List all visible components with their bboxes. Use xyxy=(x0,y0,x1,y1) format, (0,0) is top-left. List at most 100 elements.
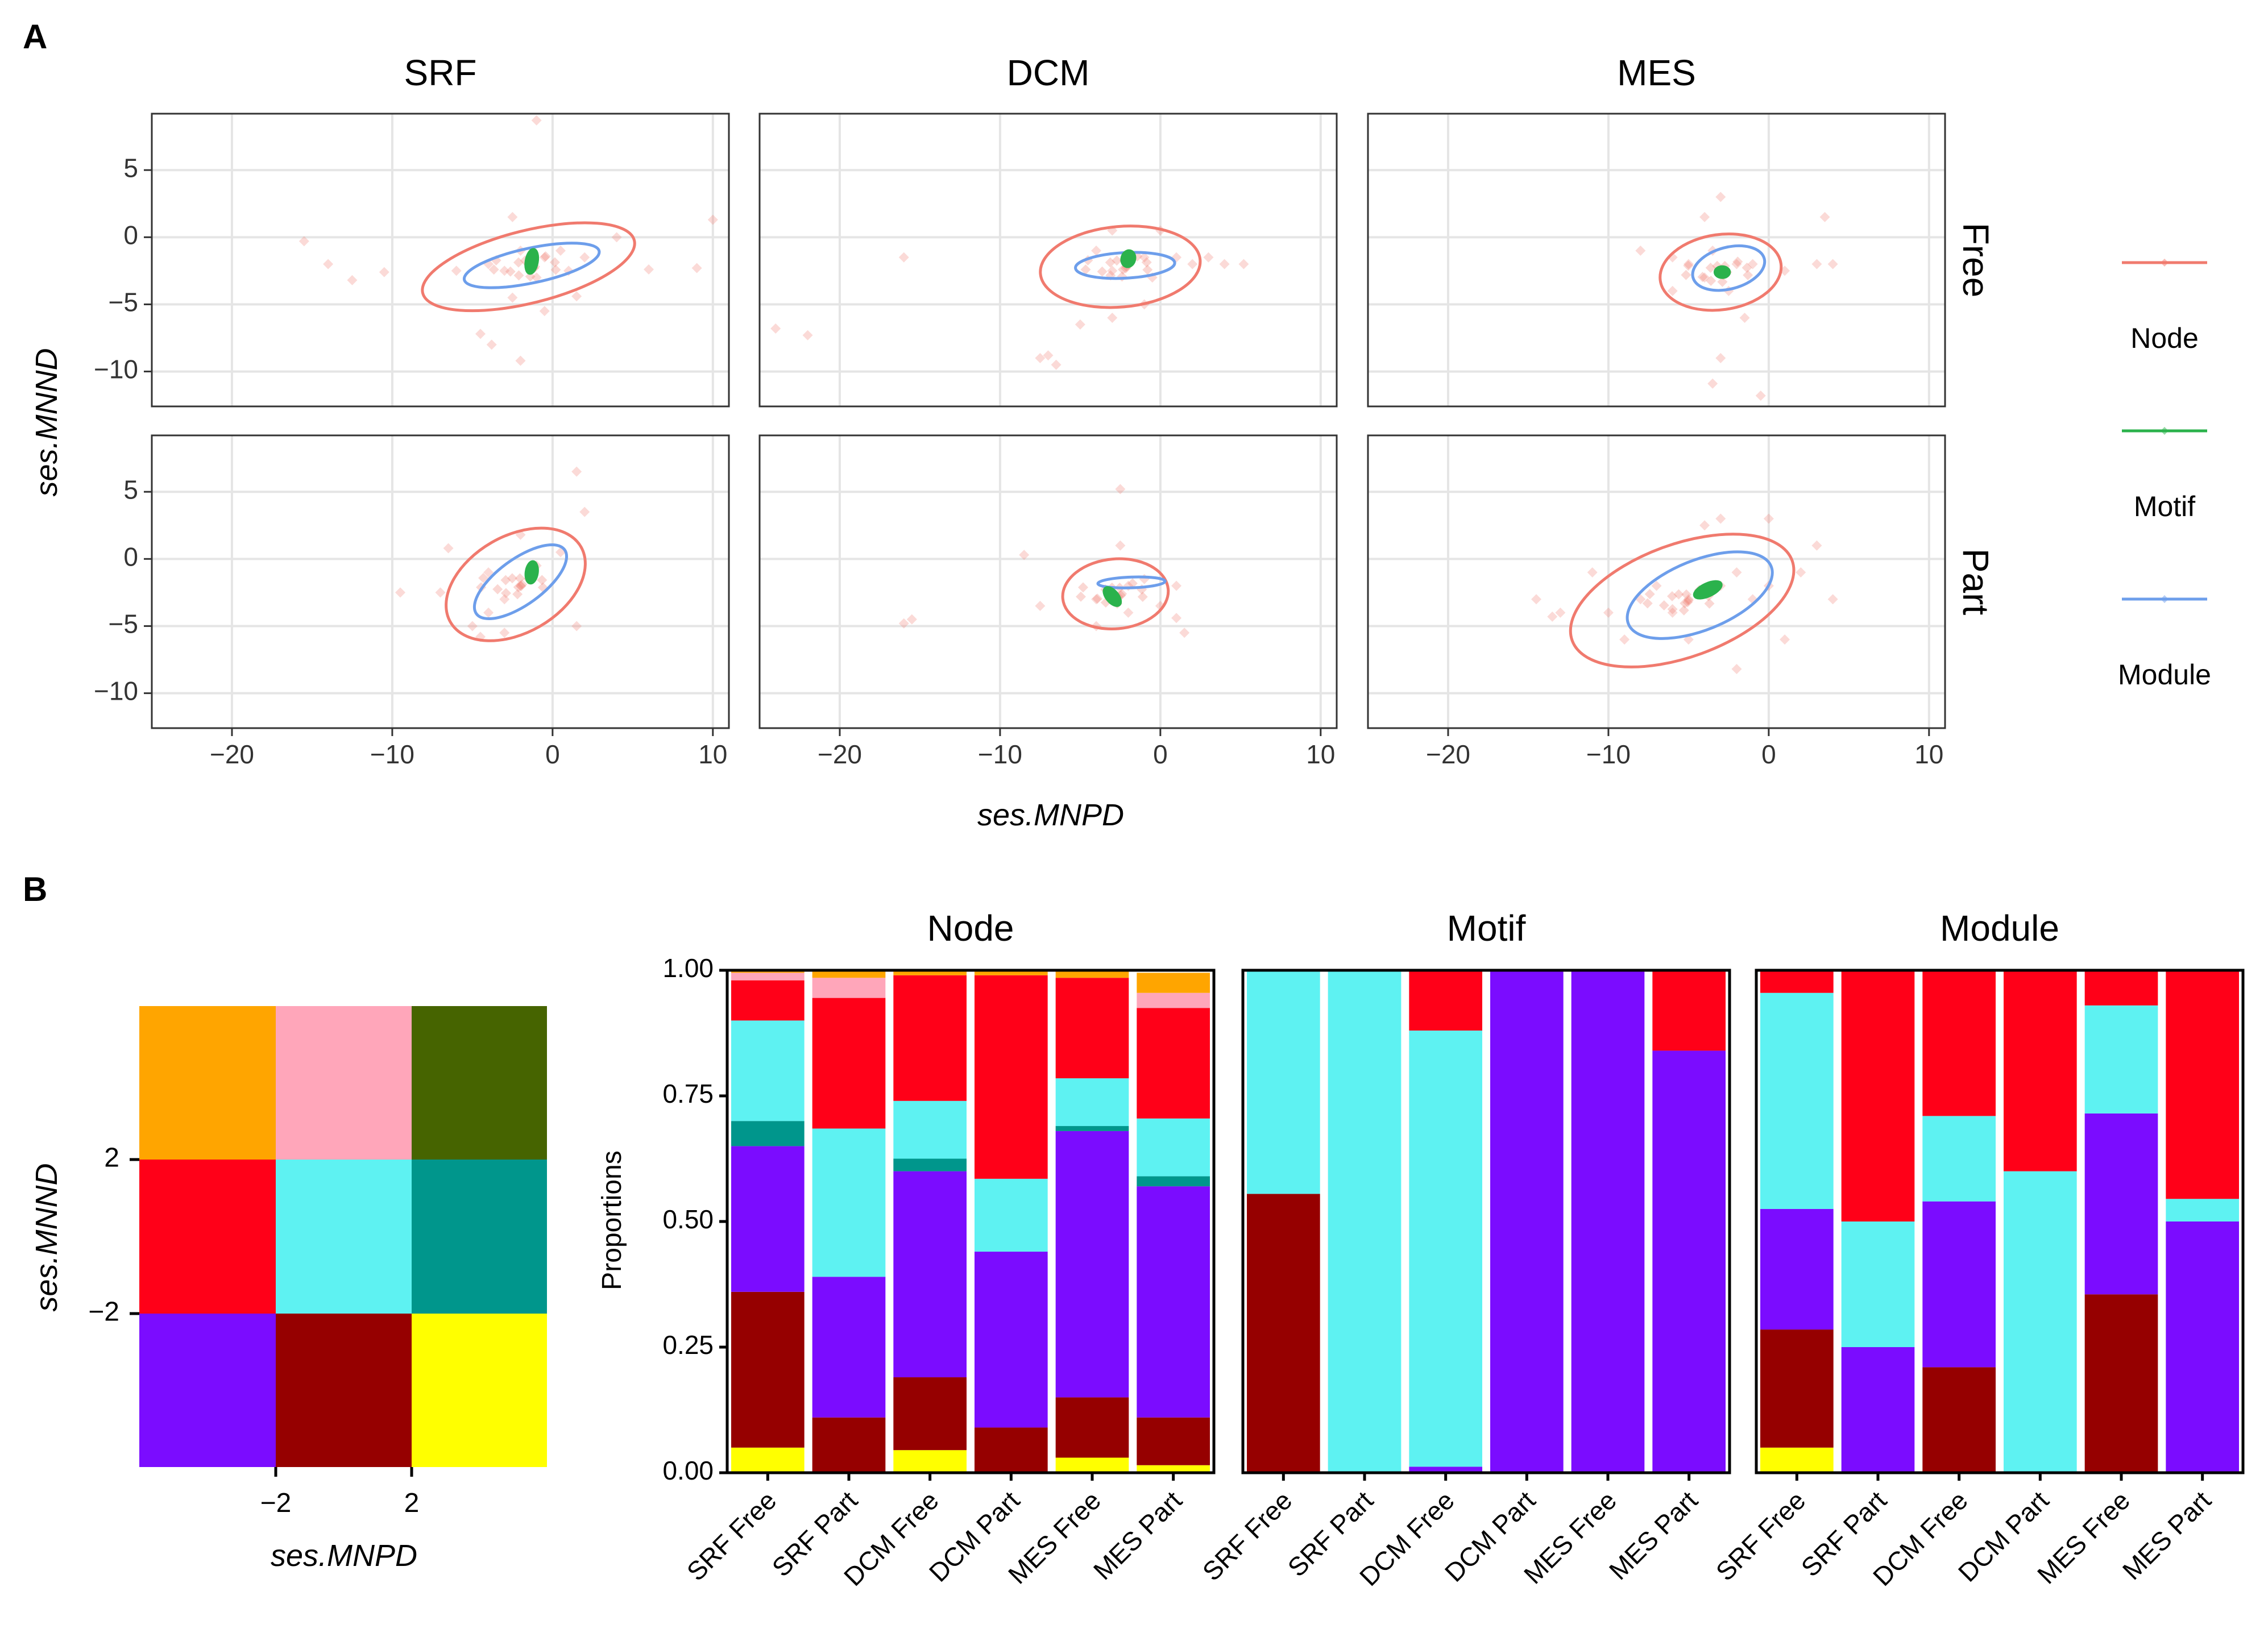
x-tick-label: 10 xyxy=(1914,739,1943,769)
bar-segment-cyan xyxy=(1409,1031,1482,1467)
node-point xyxy=(1142,264,1153,275)
node-point xyxy=(1743,270,1753,281)
node-point xyxy=(1755,390,1766,401)
node-point xyxy=(1107,313,1118,323)
node-point xyxy=(492,584,503,595)
node-point xyxy=(802,330,813,340)
node-ellipse xyxy=(421,221,636,313)
module-ellipse xyxy=(472,543,569,621)
bar-segment-red xyxy=(731,980,805,1021)
node-point xyxy=(555,245,566,256)
bar-segment-cyan xyxy=(731,1020,805,1121)
bar-segment-dark_red xyxy=(1760,1329,1834,1448)
bar-segment-teal xyxy=(731,1121,805,1146)
node-point xyxy=(512,589,523,600)
panel-a-legend: Node Motif Module xyxy=(2118,259,2211,691)
x-tick-label: 10 xyxy=(698,739,727,769)
node-point xyxy=(1035,352,1046,363)
node-point xyxy=(537,575,548,585)
y-tick-label: −10 xyxy=(94,355,138,384)
node-point xyxy=(451,265,462,276)
node-point xyxy=(1739,313,1750,323)
bar-segment-pink xyxy=(1137,992,1210,1008)
facet-panel xyxy=(151,434,730,729)
motif-ellipse xyxy=(1693,580,1723,600)
bar-segment-cyan xyxy=(1841,1221,1915,1347)
facet-srf-part xyxy=(395,466,590,642)
node-point xyxy=(507,292,518,303)
motif-ellipse xyxy=(524,248,540,275)
node-point xyxy=(1171,580,1182,591)
bar-facet-panel xyxy=(1241,969,1731,1474)
bar-facet-title-node: Node xyxy=(927,908,1014,949)
node-point xyxy=(644,264,654,275)
motif-ellipse xyxy=(1713,265,1731,279)
bar-segment-purple xyxy=(1760,1208,1834,1330)
bar-segment-purple xyxy=(893,1171,967,1378)
node-point xyxy=(1731,567,1742,577)
facet-mes-part xyxy=(1531,513,1838,675)
node-point xyxy=(1681,589,1692,600)
node-point xyxy=(1635,245,1646,256)
panel-b-label: B xyxy=(23,870,47,908)
node-point xyxy=(395,587,406,598)
node-point xyxy=(1681,269,1691,280)
proportions-axis-title: Proportions xyxy=(597,1150,627,1290)
bar-segment-cyan xyxy=(812,1128,886,1277)
panel-a-label: A xyxy=(23,18,47,56)
node-point xyxy=(1715,352,1726,363)
node-ellipse xyxy=(1039,225,1202,309)
bar-y-tick-label: 1.00 xyxy=(662,953,714,983)
node-point xyxy=(1682,597,1693,608)
node-point xyxy=(1137,592,1148,603)
node-point xyxy=(531,115,542,126)
node-point xyxy=(1171,613,1182,624)
node-point xyxy=(1603,607,1614,618)
x-tick-label: −20 xyxy=(1426,739,1470,769)
node-point xyxy=(1141,257,1152,268)
node-point xyxy=(515,580,526,591)
facet-dcm-part xyxy=(898,484,1190,638)
node-point xyxy=(539,252,550,263)
bar-y-tick-label: 0.50 xyxy=(662,1204,714,1234)
node-point xyxy=(1219,259,1230,269)
legend-key-point xyxy=(2161,259,2169,267)
node-point xyxy=(516,581,526,592)
motif-ellipse xyxy=(524,560,539,585)
bar-segment-orange xyxy=(1055,970,1129,978)
node-point xyxy=(1699,520,1710,531)
node-point xyxy=(1707,378,1718,389)
grid-y-axis-title: ses.MNND xyxy=(30,1163,64,1311)
bar-segment-dark_red xyxy=(2084,1294,2158,1473)
node-point xyxy=(1699,211,1710,222)
node-point xyxy=(1731,259,1742,269)
y-tick-label: −5 xyxy=(109,288,138,317)
bar-segment-purple xyxy=(1055,1131,1129,1398)
node-point xyxy=(531,272,542,283)
panel-a-y-axis-title: ses.MNND xyxy=(30,348,64,496)
node-point xyxy=(539,306,550,317)
x-tick-label: 10 xyxy=(1306,739,1335,769)
bar-segment-purple xyxy=(812,1277,886,1418)
node-point xyxy=(1715,192,1726,202)
node-point xyxy=(579,506,590,517)
node-point xyxy=(1819,211,1830,222)
panel-a-x-axis-title: ses.MNPD xyxy=(977,798,1124,832)
bar-segment-yellow xyxy=(1137,1465,1210,1473)
x-tick-label: 0 xyxy=(1153,739,1168,769)
bar-segment-red xyxy=(2084,970,2158,1006)
x-tick-label: 0 xyxy=(1761,739,1776,769)
node-point xyxy=(1680,598,1690,609)
bar-segment-orange xyxy=(975,970,1048,975)
bar-segment-red xyxy=(812,998,886,1129)
bar-segment-dark_red xyxy=(1922,1367,1996,1473)
bar-segment-pink xyxy=(812,978,886,998)
node-point xyxy=(1547,611,1558,622)
node-point xyxy=(1763,513,1774,524)
bar-segment-red xyxy=(1055,978,1129,1079)
bar-segment-purple xyxy=(1571,970,1645,1473)
node-point xyxy=(513,270,524,281)
bar-x-tick-label: MES Part xyxy=(2117,1485,2217,1585)
node-point xyxy=(475,329,486,339)
node-point xyxy=(1715,513,1726,524)
